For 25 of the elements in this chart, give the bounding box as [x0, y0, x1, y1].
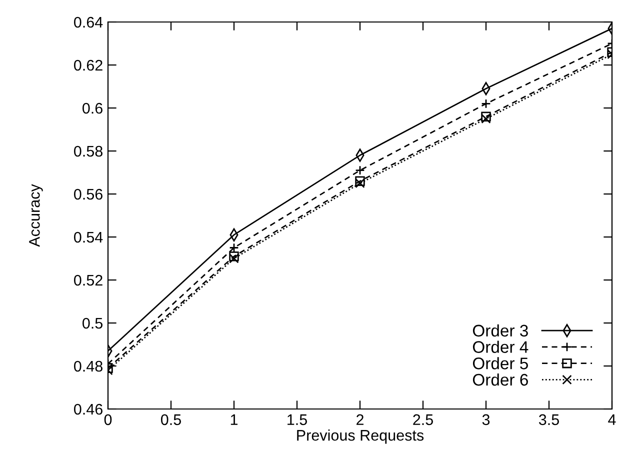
x-tick-label: 2: [356, 414, 364, 425]
x-tick-label: 3.5: [538, 414, 559, 426]
legend-label: Order 6: [472, 373, 528, 386]
legend-label: Order 4: [472, 340, 528, 353]
y-tick-label: 0.6: [82, 102, 102, 114]
y-tick-label: 0.48: [74, 360, 102, 372]
y-tick-label: 0.46: [74, 404, 102, 415]
x-tick-label: 2.5: [413, 414, 433, 426]
x-axis-title: Previous Requests: [297, 429, 424, 444]
x-tick-label: 1.5: [288, 414, 307, 426]
x-tick-label: 0.5: [160, 414, 181, 426]
y-tick-label: 0.5: [82, 318, 102, 329]
y-tick-label: 0.52: [74, 274, 102, 286]
y-axis-title: Accuracy: [29, 184, 43, 247]
x-tick-label: 1: [230, 414, 238, 425]
y-tick-label: 0.56: [74, 188, 102, 200]
legend-label: Order 3: [472, 324, 528, 337]
legend-label: Order 5: [472, 357, 528, 370]
y-tick-label: 0.58: [74, 146, 102, 157]
x-tick-label: 0: [104, 414, 112, 426]
y-tick-label: 0.62: [74, 60, 102, 71]
x-tick-label: 3: [482, 414, 490, 426]
y-tick-label: 0.64: [74, 16, 103, 28]
y-tick-label: 0.54: [74, 232, 103, 243]
x-tick-label: 4: [608, 414, 616, 425]
